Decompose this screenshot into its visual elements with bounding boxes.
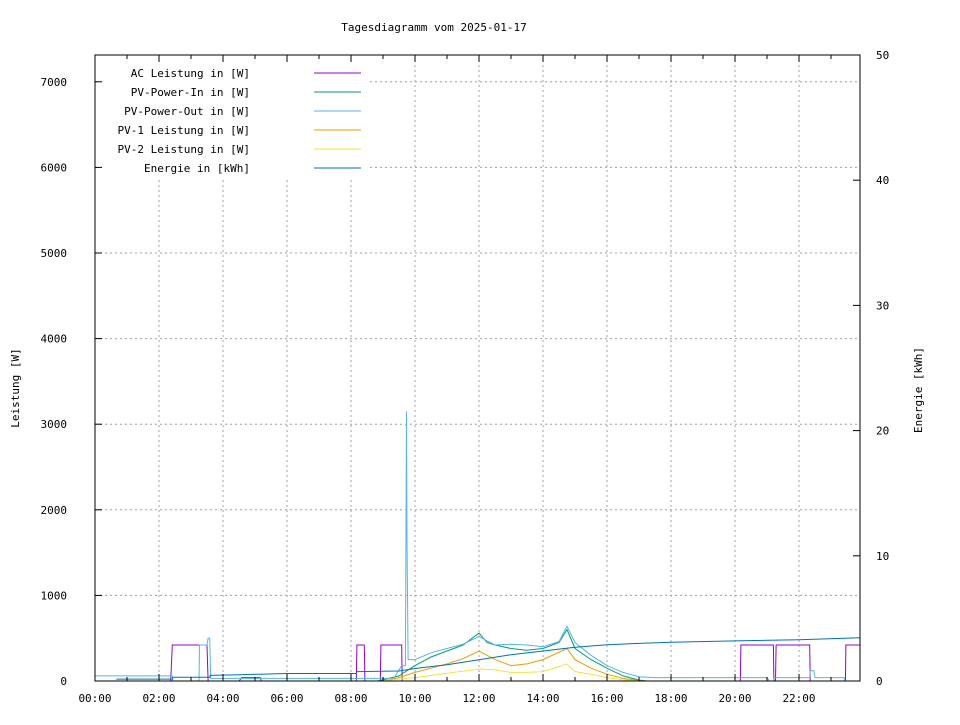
series-line-6 bbox=[116, 637, 861, 680]
y2-axis-label: Energie [kWh] bbox=[912, 347, 925, 433]
x-tick-label: 12:00 bbox=[462, 692, 495, 705]
y2-tick-label: 30 bbox=[876, 299, 889, 312]
x-tick-label: 10:00 bbox=[398, 692, 431, 705]
legend-label: PV-Power-Out in [W] bbox=[124, 105, 250, 118]
y2-tick-label: 40 bbox=[876, 174, 889, 187]
legend-label: PV-Power-In in [W] bbox=[131, 86, 250, 99]
x-tick-label: 02:00 bbox=[142, 692, 175, 705]
y2-tick-label: 50 bbox=[876, 49, 889, 62]
plot-border bbox=[94, 54, 861, 682]
y-tick-label: 1000 bbox=[41, 589, 68, 602]
series-line-2 bbox=[377, 628, 648, 682]
x-tick-label: 14:00 bbox=[526, 692, 559, 705]
x-tick-label: 16:00 bbox=[590, 692, 623, 705]
chart-title: Tagesdiagramm vom 2025-01-17 bbox=[341, 21, 526, 34]
y-axis-label: Leistung [W] bbox=[9, 348, 22, 427]
series-line-3 bbox=[95, 411, 861, 682]
y-tick-label: 7000 bbox=[41, 76, 68, 89]
series-layer bbox=[95, 411, 861, 682]
x-tick-label: 06:00 bbox=[270, 692, 303, 705]
y-tick-label: 6000 bbox=[41, 161, 68, 174]
x-tick-label: 22:00 bbox=[782, 692, 815, 705]
legend: AC Leistung in [W] PV-Power-In in [W] PV-P… bbox=[97, 62, 367, 178]
x-tick-label: 18:00 bbox=[654, 692, 687, 705]
x-tick-label: 20:00 bbox=[718, 692, 751, 705]
legend-background bbox=[97, 62, 367, 178]
y2-tick-label: 10 bbox=[876, 550, 889, 563]
y-tick-label: 5000 bbox=[41, 247, 68, 260]
y-tick-label: 0 bbox=[60, 675, 67, 688]
y-tick-label: 4000 bbox=[41, 333, 68, 346]
series-line-5 bbox=[382, 663, 640, 682]
legend-label: AC Leistung in [W] bbox=[131, 67, 250, 80]
y2-tick-label: 20 bbox=[876, 425, 889, 438]
y-tick-label: 3000 bbox=[41, 418, 68, 431]
y-tick-label: 2000 bbox=[41, 504, 68, 517]
x-tick-label: 08:00 bbox=[334, 692, 367, 705]
x-tick-label: 00:00 bbox=[78, 692, 111, 705]
legend-label: PV-2 Leistung in [W] bbox=[118, 143, 250, 156]
y2-tick-label: 0 bbox=[876, 675, 883, 688]
grid bbox=[95, 55, 860, 681]
x-tick-label: 04:00 bbox=[206, 692, 239, 705]
axes: 00:00 02:00 04:00 06:00 08:00 10:00 12:00 14:00… bbox=[41, 49, 890, 705]
series-line-4 bbox=[382, 647, 645, 682]
legend-label: PV-1 Leistung in [W] bbox=[118, 124, 250, 137]
legend-label: Energie in [kWh] bbox=[144, 162, 250, 175]
